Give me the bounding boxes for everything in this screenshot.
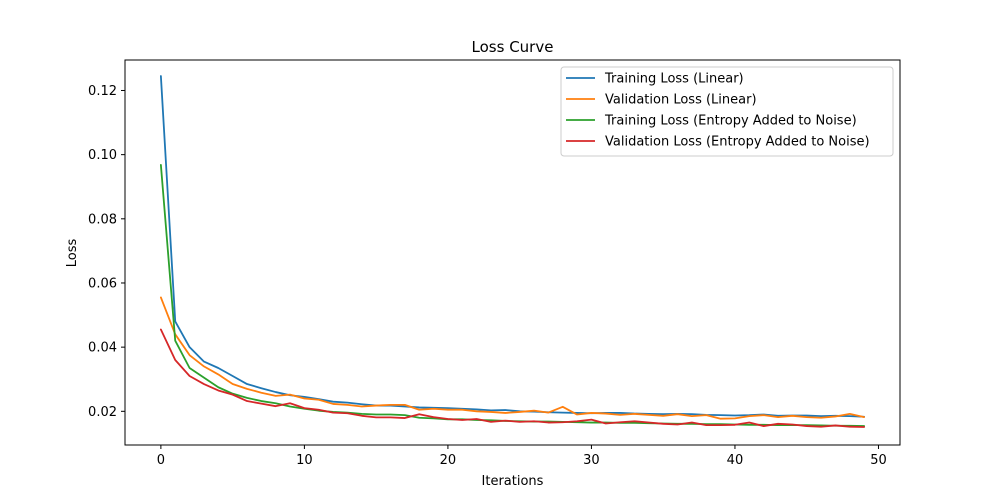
x-axis-label: Iterations xyxy=(482,474,544,489)
x-tick-label: 40 xyxy=(727,453,744,468)
series-line-3 xyxy=(159,164,866,427)
x-tick-label: 0 xyxy=(157,453,165,468)
legend: Training Loss (Linear) Validation Loss (L… xyxy=(560,66,894,157)
chart-title: Loss Curve xyxy=(472,38,554,56)
x-tick-label: 20 xyxy=(440,453,457,468)
y-tick-label: 0.08 xyxy=(88,212,117,227)
legend-items: Training Loss (Linear) Validation Loss (L… xyxy=(566,72,870,150)
y-tick-label: 0.02 xyxy=(88,405,117,420)
plot-frame xyxy=(124,59,901,446)
y-tick-label: 0.12 xyxy=(88,84,117,99)
legend-box xyxy=(560,66,894,157)
y-tick-label: 0.04 xyxy=(88,341,117,356)
y-tick-label: 0.10 xyxy=(88,148,117,163)
series-line-1 xyxy=(159,75,866,418)
y-tick-label: 0.06 xyxy=(88,276,117,291)
legend-label: Validation Loss (Linear) xyxy=(605,93,757,108)
legend-label: Validation Loss (Entropy Added to Noise) xyxy=(605,135,870,150)
y-axis-label: Loss xyxy=(65,239,80,268)
series-line-4 xyxy=(159,328,866,428)
series-line-2 xyxy=(159,296,866,420)
x-tick-label: 10 xyxy=(296,453,313,468)
y-axis-ticks: 0.02 0.04 0.06 0.08 0.10 0.12 xyxy=(88,84,125,420)
legend-label: Training Loss (Linear) xyxy=(604,72,744,87)
series-layer xyxy=(159,75,866,428)
legend-label: Training Loss (Entropy Added to Noise) xyxy=(604,114,857,129)
x-tick-label: 50 xyxy=(870,453,887,468)
x-axis-ticks: 0 10 20 30 40 50 xyxy=(157,445,887,468)
x-tick-label: 30 xyxy=(583,453,600,468)
